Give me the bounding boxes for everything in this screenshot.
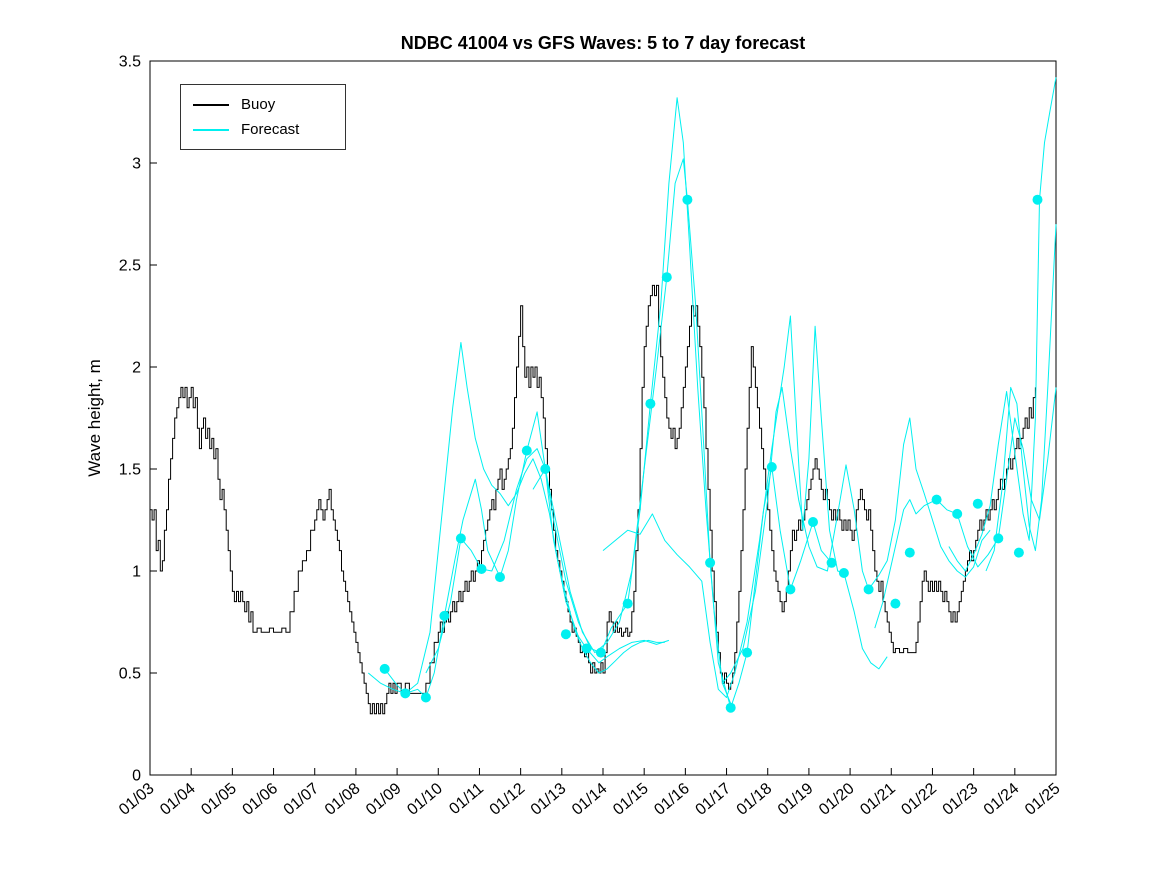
forecast-marker [1032, 194, 1043, 205]
forecast-marker [993, 533, 1004, 544]
forecast-marker [742, 647, 753, 658]
forecast-marker [766, 462, 777, 472]
buoy-line-sample [193, 103, 229, 106]
forecast-line [384, 411, 670, 698]
x-tick-label: 01/07 [281, 780, 323, 819]
x-tick-label: 01/19 [775, 780, 817, 819]
forecast-marker [682, 194, 693, 205]
forecast-marker [420, 692, 431, 703]
forecast-marker [476, 564, 487, 574]
x-tick-label: 01/21 [857, 780, 899, 819]
forecast-marker [560, 629, 571, 640]
y-tick-label: 2.5 [119, 258, 141, 275]
y-tick-label: 0 [132, 768, 141, 785]
forecast-line [425, 97, 732, 704]
forecast-marker [622, 598, 633, 609]
x-tick-label: 01/20 [816, 780, 858, 819]
y-tick-label: 3 [132, 156, 141, 173]
forecast-marker [540, 464, 551, 474]
x-tick-label: 01/16 [651, 780, 693, 819]
forecast-marker [400, 688, 411, 699]
x-tick-label: 01/11 [446, 780, 487, 818]
forecast-marker [455, 533, 466, 544]
forecast-marker [808, 517, 818, 527]
forecast-line [722, 386, 991, 684]
y-tick-label: 0.5 [119, 666, 141, 683]
forecast-marker [972, 498, 983, 509]
x-tick-label: 01/24 [981, 780, 1023, 819]
chart-title: NDBC 41004 vs GFS Waves: 5 to 7 day fore… [400, 33, 806, 53]
x-tick-label: 01/15 [610, 780, 652, 819]
x-tick-label: 01/10 [404, 780, 446, 819]
forecast-marker [705, 557, 716, 568]
forecast-line [874, 387, 1057, 629]
forecast-line-sample [193, 128, 229, 131]
y-tick-label: 1 [132, 564, 141, 581]
forecast-marker [1013, 547, 1024, 558]
forecast-marker [379, 663, 390, 674]
x-tick-label: 01/06 [240, 780, 282, 819]
y-tick-label: 1.5 [119, 462, 141, 479]
legend-entry-forecast: Forecast [193, 117, 345, 142]
forecast-marker [952, 508, 963, 519]
forecast-marker [495, 572, 505, 583]
y-tick-label: 2 [132, 360, 141, 377]
x-tick-label: 01/14 [569, 780, 611, 819]
x-tick-label: 01/25 [1022, 780, 1064, 819]
forecast-marker [521, 445, 532, 456]
y-axis-label: Wave height, m [85, 359, 104, 477]
legend-entry-buoy: Buoy [193, 92, 345, 117]
y-tick-label: 3.5 [119, 54, 141, 71]
forecast-marker [931, 494, 942, 505]
x-tick-label: 01/03 [116, 780, 158, 819]
forecast-line [367, 342, 665, 694]
x-tick-label: 01/12 [487, 780, 529, 819]
forecast-marker [581, 643, 592, 654]
forecast-marker [725, 702, 736, 713]
forecast-line [532, 158, 832, 709]
x-tick-label: 01/17 [693, 780, 735, 819]
forecast-marker [661, 272, 672, 283]
forecast-marker [863, 584, 874, 595]
forecast-line [948, 77, 1057, 572]
forecast-marker [904, 547, 915, 558]
forecast-marker [890, 598, 901, 609]
forecast-marker [838, 568, 849, 578]
forecast-marker [785, 584, 796, 595]
legend-label-buoy: Buoy [241, 96, 276, 113]
x-tick-label: 01/18 [734, 780, 776, 819]
forecast-marker [595, 647, 606, 658]
forecast-marker [645, 398, 656, 409]
legend-label-forecast: Forecast [241, 121, 300, 138]
forecast-marker [826, 557, 837, 568]
x-tick-label: 01/22 [898, 780, 940, 819]
x-tick-label: 01/23 [940, 780, 982, 819]
x-tick-label: 01/04 [157, 780, 199, 819]
x-tick-label: 01/05 [198, 780, 240, 819]
x-tick-label: 01/08 [322, 780, 364, 819]
forecast-marker [439, 610, 450, 621]
x-tick-label: 01/13 [528, 780, 570, 819]
forecast-line [985, 224, 1057, 572]
legend: Buoy Forecast [180, 84, 346, 150]
x-tick-label: 01/09 [363, 780, 405, 819]
